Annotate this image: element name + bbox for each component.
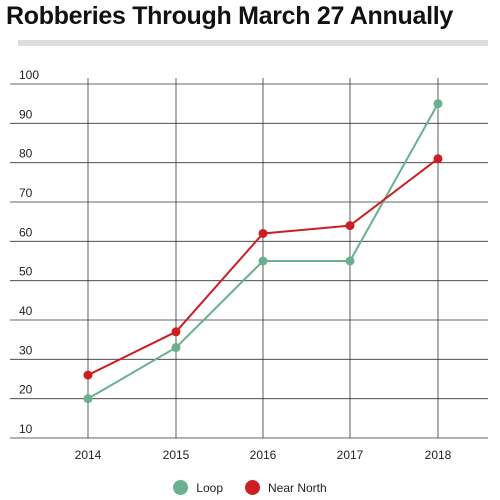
y-tick-label: 100: [19, 68, 39, 82]
data-point-loop-2017: [345, 256, 355, 266]
x-tick-label: 2017: [337, 448, 364, 462]
data-point-loop-2014: [83, 394, 93, 404]
y-tick-label: 60: [19, 225, 33, 239]
legend-item-loop: Loop: [173, 480, 223, 495]
y-tick-label: 70: [19, 186, 33, 200]
data-series: [83, 99, 443, 404]
data-point-loop-2016: [258, 256, 268, 266]
y-tick-label: 40: [19, 304, 33, 318]
y-tick-label: 30: [19, 343, 33, 357]
chart-title: Robberies Through March 27 Annually: [6, 2, 453, 30]
data-point-near-north-2014: [83, 370, 93, 380]
legend-label-loop: Loop: [196, 480, 223, 495]
legend-item-near-north: Near North: [245, 480, 327, 495]
legend-swatch-near-north: [245, 480, 260, 495]
data-point-loop-2018: [433, 99, 443, 109]
data-point-near-north-2017: [345, 221, 355, 231]
legend-swatch-loop: [173, 480, 189, 495]
title-underline: [18, 40, 488, 46]
data-point-near-north-2016: [258, 228, 268, 238]
grid-lines: [10, 78, 488, 439]
y-tick-label: 80: [19, 147, 33, 161]
y-tick-label: 90: [19, 107, 33, 121]
y-tick-label: 20: [19, 383, 33, 397]
y-tick-label: 10: [19, 422, 33, 436]
data-point-loop-2015: [171, 343, 181, 353]
x-tick-label: 2015: [163, 448, 190, 462]
y-tick-label: 50: [19, 265, 33, 279]
x-tick-labels: 2014 2015 2016 2017 2018: [75, 448, 452, 462]
legend: Loop Near North: [0, 480, 500, 495]
x-tick-label: 2018: [425, 448, 452, 462]
data-point-near-north-2015: [171, 327, 181, 337]
data-point-near-north-2018: [433, 154, 443, 164]
y-tick-labels: 100 90 80 70 60 50 40 30 20 10: [19, 68, 39, 436]
x-tick-label: 2016: [250, 448, 277, 462]
legend-label-near-north: Near North: [268, 480, 327, 495]
x-tick-label: 2014: [75, 448, 102, 462]
